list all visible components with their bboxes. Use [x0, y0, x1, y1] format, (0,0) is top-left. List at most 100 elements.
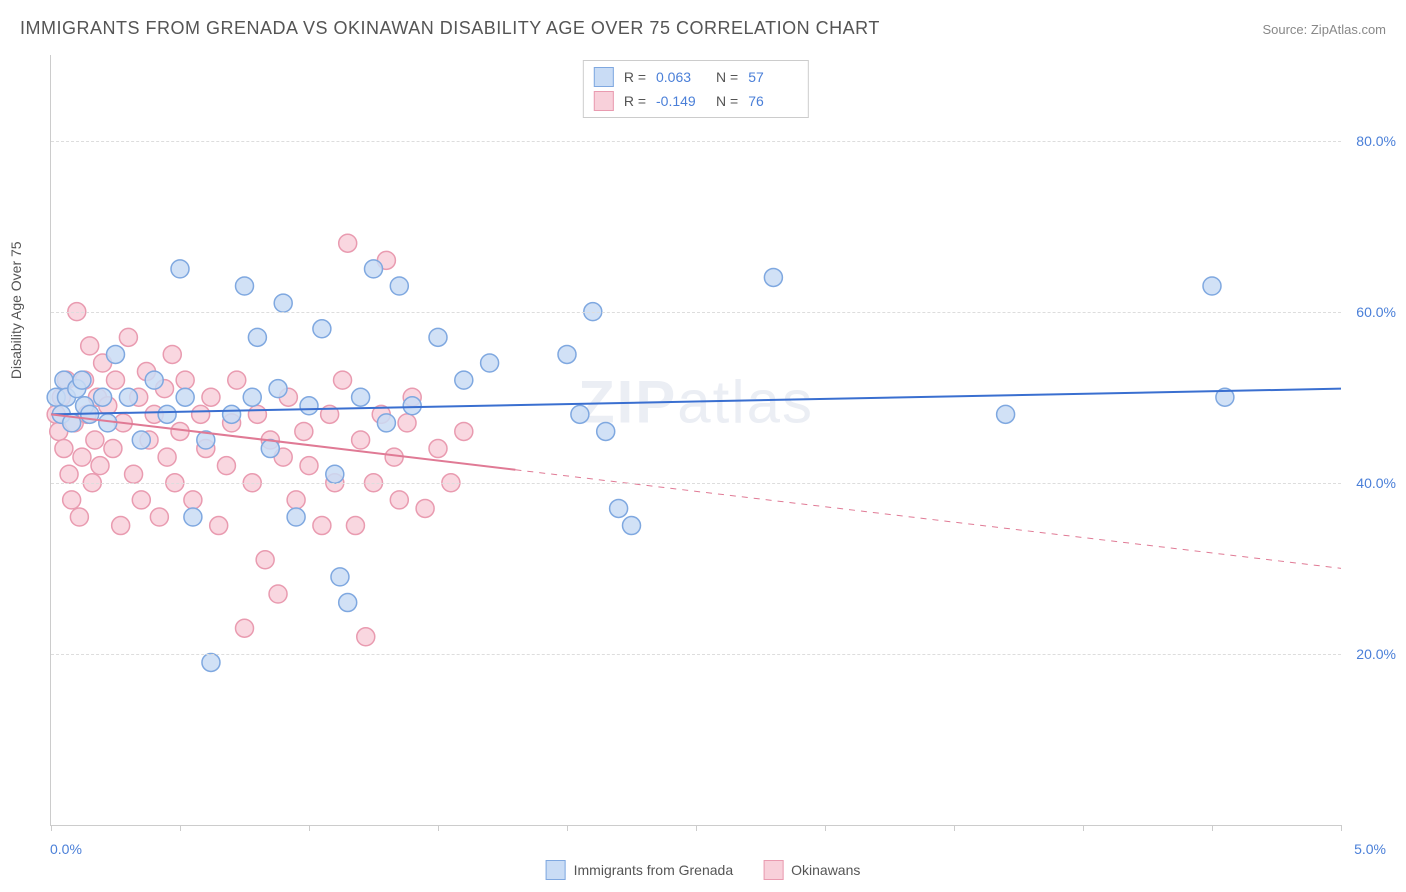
scatter-point: [158, 448, 176, 466]
scatter-point: [70, 508, 88, 526]
scatter-point: [357, 628, 375, 646]
scatter-point: [269, 380, 287, 398]
scatter-point: [73, 448, 91, 466]
scatter-point: [365, 260, 383, 278]
chart-title: IMMIGRANTS FROM GRENADA VS OKINAWAN DISA…: [20, 18, 880, 39]
scatter-point: [248, 328, 266, 346]
legend-bottom-item: Okinawans: [763, 860, 860, 880]
gridline: [51, 483, 1341, 484]
scatter-point: [94, 388, 112, 406]
scatter-point: [300, 397, 318, 415]
scatter-point: [119, 388, 137, 406]
legend-bottom: Immigrants from Grenada Okinawans: [546, 860, 861, 880]
scatter-point: [202, 653, 220, 671]
scatter-point: [481, 354, 499, 372]
scatter-point: [455, 371, 473, 389]
legend-n-value: 57: [748, 69, 798, 85]
scatter-point: [107, 345, 125, 363]
scatter-point: [171, 260, 189, 278]
scatter-point: [243, 388, 261, 406]
chart-source: Source: ZipAtlas.com: [1262, 22, 1386, 37]
x-axis-label-min: 0.0%: [50, 841, 82, 857]
x-axis-label-max: 5.0%: [1354, 841, 1386, 857]
legend-swatch: [594, 67, 614, 87]
scatter-point: [287, 491, 305, 509]
scatter-point: [60, 465, 78, 483]
regression-line-dashed: [515, 470, 1341, 569]
legend-row: R = -0.149 N = 76: [594, 89, 798, 113]
scatter-point: [558, 345, 576, 363]
scatter-point: [269, 585, 287, 603]
scatter-point: [223, 405, 241, 423]
legend-swatch: [594, 91, 614, 111]
x-tick: [567, 825, 568, 831]
scatter-point: [236, 619, 254, 637]
scatter-point: [63, 491, 81, 509]
scatter-point: [236, 277, 254, 295]
scatter-point: [339, 234, 357, 252]
x-tick: [825, 825, 826, 831]
legend-stat-label: R =: [624, 69, 646, 85]
legend-stat-label: N =: [716, 93, 738, 109]
scatter-point: [610, 499, 628, 517]
scatter-point: [331, 568, 349, 586]
scatter-point: [86, 431, 104, 449]
scatter-point: [184, 508, 202, 526]
legend-swatch: [546, 860, 566, 880]
legend-bottom-item: Immigrants from Grenada: [546, 860, 734, 880]
scatter-point: [997, 405, 1015, 423]
gridline: [51, 654, 1341, 655]
legend-stat-label: R =: [624, 93, 646, 109]
y-tick-label: 60.0%: [1356, 304, 1396, 320]
scatter-point: [623, 517, 641, 535]
x-tick: [51, 825, 52, 831]
y-tick-label: 80.0%: [1356, 133, 1396, 149]
scatter-point: [210, 517, 228, 535]
scatter-point: [287, 508, 305, 526]
scatter-point: [91, 457, 109, 475]
scatter-point: [132, 431, 150, 449]
scatter-point: [390, 277, 408, 295]
y-tick-label: 20.0%: [1356, 646, 1396, 662]
scatter-point: [1203, 277, 1221, 295]
scatter-point: [339, 594, 357, 612]
scatter-point: [145, 371, 163, 389]
legend-stat-label: N =: [716, 69, 738, 85]
scatter-point: [313, 517, 331, 535]
scatter-point: [192, 405, 210, 423]
legend-n-value: 76: [748, 93, 798, 109]
scatter-point: [158, 405, 176, 423]
y-axis-title: Disability Age Over 75: [8, 241, 24, 379]
scatter-point: [248, 405, 266, 423]
plot-area: Disability Age Over 75 ZIPatlas R =0.063…: [50, 55, 1341, 826]
scatter-point: [274, 294, 292, 312]
scatter-point: [398, 414, 416, 432]
scatter-point: [176, 388, 194, 406]
scatter-point: [326, 465, 344, 483]
scatter-point: [55, 440, 73, 458]
legend-series-label: Immigrants from Grenada: [574, 862, 734, 878]
scatter-point: [73, 371, 91, 389]
scatter-point: [119, 328, 137, 346]
scatter-point: [104, 440, 122, 458]
scatter-point: [107, 371, 125, 389]
gridline: [51, 312, 1341, 313]
scatter-point: [346, 517, 364, 535]
scatter-point: [334, 371, 352, 389]
scatter-point: [385, 448, 403, 466]
scatter-point: [99, 414, 117, 432]
chart-container: IMMIGRANTS FROM GRENADA VS OKINAWAN DISA…: [0, 0, 1406, 892]
legend-top: R =0.063N =57R =-0.149N =76: [583, 60, 809, 118]
scatter-point: [429, 328, 447, 346]
legend-row: R =0.063N =57: [594, 65, 798, 89]
y-tick-label: 40.0%: [1356, 475, 1396, 491]
x-tick: [309, 825, 310, 831]
x-tick: [1341, 825, 1342, 831]
legend-r-value: -0.149: [656, 93, 706, 109]
scatter-point: [176, 371, 194, 389]
scatter-point: [150, 508, 168, 526]
scatter-point: [352, 431, 370, 449]
scatter-point: [764, 268, 782, 286]
scatter-point: [202, 388, 220, 406]
gridline: [51, 141, 1341, 142]
